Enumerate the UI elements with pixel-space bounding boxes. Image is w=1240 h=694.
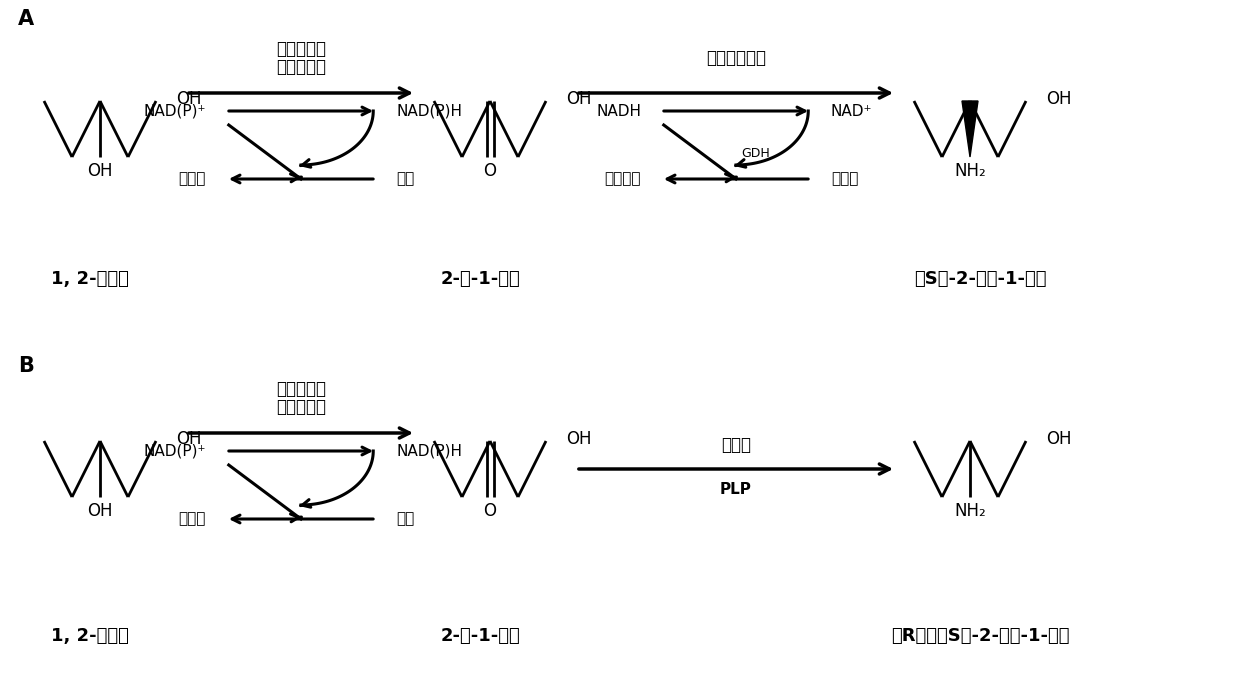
Text: （S）-2-氨基-1-丁醇: （S）-2-氨基-1-丁醇 [914,270,1047,288]
Text: 丙酮: 丙酮 [396,511,414,527]
Text: 异丙醇: 异丙醇 [179,511,206,527]
Text: O: O [484,502,496,520]
Text: OH: OH [1047,430,1071,448]
Text: （R）或（S）-2-氨基-1-丁醇: （R）或（S）-2-氨基-1-丁醇 [890,627,1069,645]
Text: OH: OH [176,90,201,108]
Text: OH: OH [1047,90,1071,108]
Text: PLP: PLP [720,482,751,496]
Text: 2-锐-1-丁醇: 2-锐-1-丁醇 [440,270,520,288]
Text: 葡萄糖: 葡萄糖 [831,171,858,187]
Text: OH: OH [565,430,591,448]
Text: 转氨酶: 转氨酶 [720,436,751,454]
Text: 羰基还原酶: 羰基还原酶 [277,398,326,416]
Text: OH: OH [87,502,113,520]
Text: NAD(P)H: NAD(P)H [396,103,463,119]
Text: NAD(P)⁺: NAD(P)⁺ [144,103,206,119]
Text: 1, 2-丁二醇: 1, 2-丁二醇 [51,627,129,645]
Text: 醇脱氢酶或: 醇脱氢酶或 [277,40,326,58]
Text: A: A [19,9,35,29]
Text: NAD(P)⁺: NAD(P)⁺ [144,443,206,459]
Text: 异丙醇: 异丙醇 [179,171,206,187]
Text: 2-锐-1-丁醇: 2-锐-1-丁醇 [440,627,520,645]
Text: OH: OH [87,162,113,180]
Text: NH₂: NH₂ [954,502,986,520]
Text: OH: OH [565,90,591,108]
Text: GDH: GDH [742,146,770,160]
Text: 羰基还原酶: 羰基还原酶 [277,58,326,76]
Text: 1, 2-丁二醇: 1, 2-丁二醇 [51,270,129,288]
Text: 丙酮: 丙酮 [396,171,414,187]
Text: NADH: NADH [596,103,641,119]
Text: NH₂: NH₂ [954,162,986,180]
Text: NAD⁺: NAD⁺ [831,103,873,119]
Text: NAD(P)H: NAD(P)H [396,443,463,459]
Polygon shape [962,101,978,157]
Text: O: O [484,162,496,180]
Text: B: B [19,356,33,376]
Text: OH: OH [176,430,201,448]
Text: 葡萄糖酸: 葡萄糖酸 [605,171,641,187]
Text: 醇脱氢酶或: 醇脱氢酶或 [277,380,326,398]
Text: 氨基酸脱氢酶: 氨基酸脱氢酶 [706,49,766,67]
